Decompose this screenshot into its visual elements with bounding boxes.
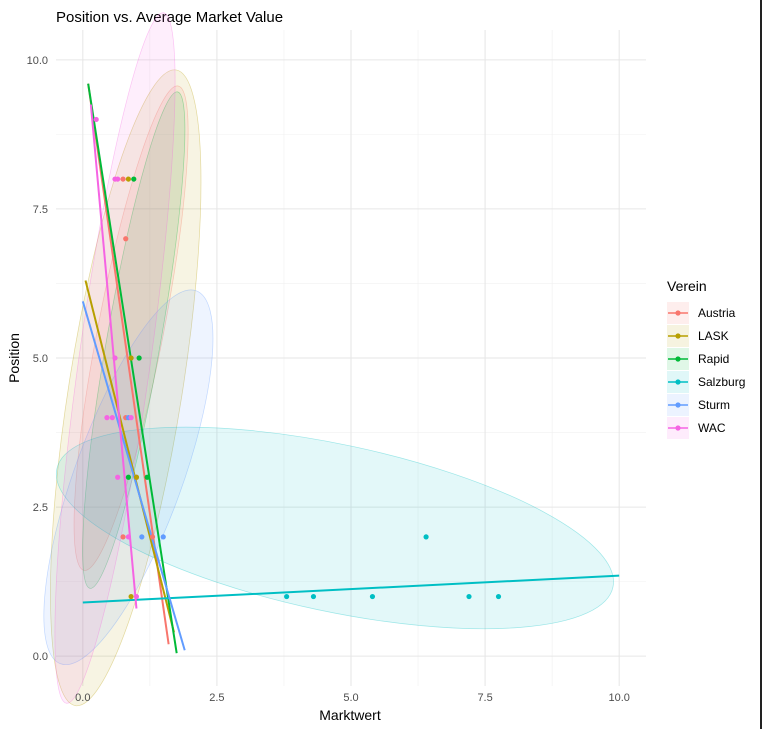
x-axis-ticks: 0.0 2.5 5.0 7.5 10.0 bbox=[75, 692, 630, 704]
legend-item-rapid: Rapid bbox=[667, 348, 729, 370]
data-points bbox=[93, 116, 502, 600]
y-tick-label: 0.0 bbox=[33, 651, 48, 663]
point-salzburg bbox=[284, 593, 290, 600]
chart-title: Position vs. Average Market Value bbox=[56, 9, 283, 26]
x-axis-title: Marktwert bbox=[319, 707, 381, 723]
x-tick-label: 10.0 bbox=[608, 692, 629, 704]
legend-item-lask: LASK bbox=[667, 325, 729, 347]
legend-key-point bbox=[675, 310, 681, 316]
point-austria bbox=[120, 176, 126, 182]
point-salzburg bbox=[310, 593, 317, 600]
point-salzburg bbox=[466, 593, 472, 600]
y-tick-label: 10.0 bbox=[27, 55, 48, 67]
point-wac bbox=[93, 116, 99, 123]
legend-item-salzburg: Salzburg bbox=[667, 371, 745, 393]
x-tick-label: 2.5 bbox=[209, 692, 224, 704]
y-tick-label: 2.5 bbox=[33, 502, 48, 514]
point-salzburg bbox=[495, 593, 502, 600]
point-rapid bbox=[144, 474, 150, 480]
point-wac bbox=[133, 593, 140, 600]
legend-label: Sturm bbox=[698, 398, 730, 412]
point-lask bbox=[133, 474, 140, 480]
point-lask bbox=[128, 355, 134, 361]
ellipse-austria bbox=[73, 85, 189, 571]
legend-key-point bbox=[675, 333, 681, 339]
point-wac bbox=[128, 415, 134, 421]
ellipse-lask bbox=[50, 69, 202, 707]
ellipse-rapid bbox=[82, 91, 186, 589]
legend-label: Austria bbox=[698, 306, 736, 320]
point-wac bbox=[112, 355, 118, 361]
point-sturm bbox=[160, 534, 166, 540]
y-tick-label: 5.0 bbox=[33, 353, 48, 365]
point-wac bbox=[115, 474, 121, 480]
point-lask bbox=[125, 176, 132, 182]
x-tick-label: 0.0 bbox=[75, 692, 90, 704]
x-tick-label: 7.5 bbox=[477, 692, 492, 704]
trend-line-rapid bbox=[87, 83, 178, 654]
point-wac bbox=[125, 534, 132, 540]
point-lask bbox=[128, 593, 134, 600]
point-rapid bbox=[136, 355, 142, 361]
point-salzburg bbox=[369, 593, 376, 600]
legend-label: LASK bbox=[698, 329, 729, 343]
point-sturm bbox=[139, 534, 145, 540]
legend-key-point bbox=[675, 379, 681, 385]
trend-line-lask bbox=[84, 280, 175, 633]
point-austria bbox=[120, 534, 126, 540]
legend-key-point bbox=[675, 425, 681, 431]
point-wac bbox=[115, 176, 121, 182]
legend-label: Rapid bbox=[698, 352, 729, 366]
trend-line-salzburg bbox=[82, 574, 620, 604]
point-wac bbox=[104, 415, 110, 421]
y-axis-title: Position bbox=[6, 333, 22, 383]
point-austria bbox=[149, 534, 156, 540]
legend-item-wac: WAC bbox=[667, 417, 726, 439]
legend-item-austria: Austria bbox=[667, 302, 736, 324]
x-tick-label: 5.0 bbox=[343, 692, 358, 704]
trend-lines bbox=[81, 83, 620, 654]
legend-key-point bbox=[675, 402, 681, 408]
y-axis-ticks: 0.0 2.5 5.0 7.5 10.0 bbox=[27, 55, 48, 663]
ellipse-salzburg bbox=[55, 426, 614, 630]
legend-label: WAC bbox=[698, 421, 726, 435]
legend: Verein Austria LASK Rapid Salzburg Sturm WAC bbox=[667, 278, 745, 439]
point-rapid bbox=[125, 474, 132, 480]
y-tick-label: 7.5 bbox=[33, 204, 48, 216]
legend-item-sturm: Sturm bbox=[667, 394, 730, 416]
legend-title: Verein bbox=[667, 278, 707, 294]
point-rapid bbox=[131, 176, 137, 182]
point-austria bbox=[123, 236, 129, 242]
point-salzburg bbox=[423, 534, 429, 540]
legend-label: Salzburg bbox=[698, 375, 745, 389]
window-border bbox=[760, 0, 762, 729]
trend-line-sturm bbox=[81, 301, 186, 651]
point-wac bbox=[109, 415, 115, 421]
legend-key-point bbox=[675, 356, 681, 362]
